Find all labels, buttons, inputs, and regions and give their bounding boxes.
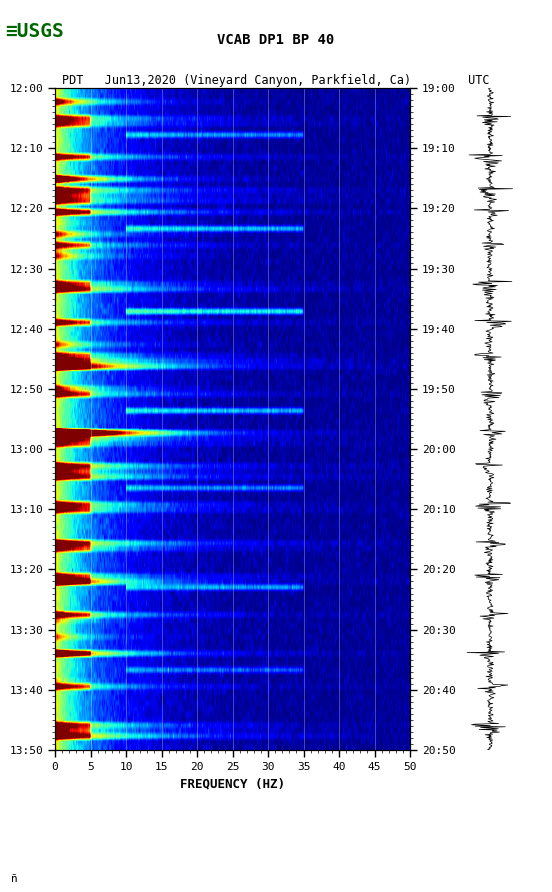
Text: ≡USGS: ≡USGS (5, 21, 63, 41)
Text: ñ: ñ (11, 873, 18, 884)
Text: VCAB DP1 BP 40: VCAB DP1 BP 40 (217, 33, 335, 47)
Text: PDT   Jun13,2020 (Vineyard Canyon, Parkfield, Ca)        UTC: PDT Jun13,2020 (Vineyard Canyon, Parkfie… (62, 74, 490, 87)
X-axis label: FREQUENCY (HZ): FREQUENCY (HZ) (180, 777, 285, 790)
